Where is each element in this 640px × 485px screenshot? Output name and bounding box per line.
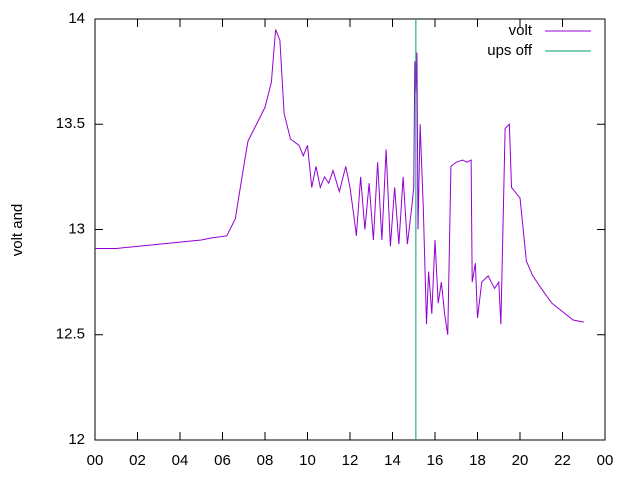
x-tick-label: 12 (342, 452, 359, 469)
plot-border (94, 18, 606, 441)
x-tick-label: 00 (597, 452, 614, 469)
x-tick-label: 22 (554, 452, 571, 469)
series-line (95, 29, 584, 335)
x-tick-label: 04 (172, 452, 189, 469)
x-tick-label: 06 (214, 452, 231, 469)
x-tick-label: 02 (129, 452, 146, 469)
y-tick-label: 14 (68, 10, 85, 27)
x-tick-label: 00 (87, 452, 104, 469)
y-tick-label: 13 (68, 220, 85, 237)
x-tick-label: 14 (384, 452, 401, 469)
x-tick-label: 16 (427, 452, 444, 469)
legend-label: volt (509, 22, 533, 39)
y-tick-label: 13.5 (56, 115, 85, 132)
x-tick-label: 08 (257, 452, 274, 469)
x-tick-label: 18 (469, 452, 486, 469)
x-tick-label: 10 (299, 452, 316, 469)
legend-label: ups off (487, 42, 533, 59)
y-tick-label: 12 (68, 431, 85, 448)
y-tick-label: 12.5 (56, 326, 85, 343)
y-axis-label: volt and (9, 204, 26, 257)
x-tick-label: 20 (512, 452, 529, 469)
